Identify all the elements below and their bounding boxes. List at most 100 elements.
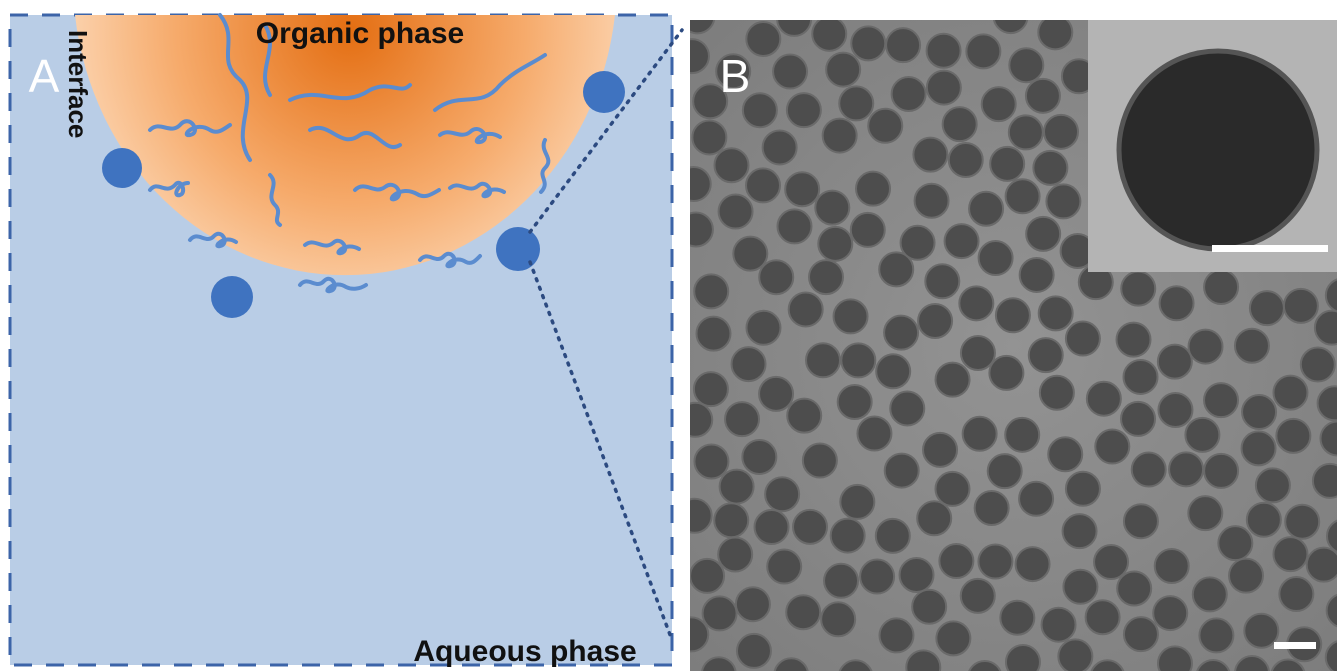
sphere xyxy=(1307,548,1337,582)
sphere xyxy=(939,544,973,578)
sphere xyxy=(733,237,767,271)
organic-phase-label: Organic phase xyxy=(256,17,464,50)
sphere xyxy=(755,510,789,544)
sphere xyxy=(913,138,947,172)
sphere xyxy=(901,226,935,260)
sphere xyxy=(990,147,1024,181)
sphere xyxy=(856,172,890,206)
panel-a: A Organic phase Interface Aqueous phase xyxy=(10,15,682,668)
sphere xyxy=(979,241,1013,275)
sphere xyxy=(1094,545,1128,579)
sphere xyxy=(851,213,885,247)
sphere xyxy=(703,596,737,630)
sphere xyxy=(694,274,728,308)
sphere xyxy=(714,148,748,182)
sphere xyxy=(988,454,1022,488)
sphere xyxy=(1066,322,1100,356)
sphere xyxy=(1256,468,1290,502)
sphere xyxy=(777,209,811,243)
sphere xyxy=(925,264,959,298)
sphere xyxy=(1153,596,1187,630)
sphere xyxy=(746,22,780,56)
sphere xyxy=(789,292,823,326)
sphere xyxy=(945,224,979,258)
sphere xyxy=(763,130,797,164)
panel-label: B xyxy=(720,50,751,102)
figure: A Organic phase Interface Aqueous phase … xyxy=(0,0,1337,671)
sphere xyxy=(949,143,983,177)
sphere xyxy=(841,343,875,377)
sphere xyxy=(831,519,865,553)
sphere xyxy=(759,260,793,294)
sphere xyxy=(1247,503,1281,537)
sphere xyxy=(1046,184,1080,218)
sphere xyxy=(1204,454,1238,488)
sphere xyxy=(963,417,997,451)
sphere xyxy=(818,227,852,261)
sphere xyxy=(826,53,860,87)
sphere xyxy=(785,172,819,206)
sphere xyxy=(840,485,874,519)
sphere xyxy=(746,168,780,202)
sphere xyxy=(1020,258,1054,292)
sphere xyxy=(690,559,724,593)
sphere xyxy=(823,119,857,153)
inset-scale-bar xyxy=(1212,245,1328,252)
sphere xyxy=(759,377,793,411)
sphere xyxy=(767,550,801,584)
sphere xyxy=(793,510,827,544)
sphere xyxy=(935,472,969,506)
sphere xyxy=(915,184,949,218)
sphere xyxy=(918,304,952,338)
sphere xyxy=(1038,15,1072,49)
sphere xyxy=(900,558,934,592)
sphere xyxy=(677,167,711,201)
sphere xyxy=(1199,618,1233,652)
panel-b: B xyxy=(674,0,1337,671)
sphere xyxy=(815,191,849,225)
sphere xyxy=(1048,437,1082,471)
sphere xyxy=(737,634,771,668)
sphere xyxy=(892,77,926,111)
sphere xyxy=(943,107,977,141)
sphere xyxy=(694,372,728,406)
sphere xyxy=(1313,464,1337,498)
sphere xyxy=(961,579,995,613)
inset-sphere xyxy=(1119,51,1317,249)
sphere xyxy=(1160,286,1194,320)
sphere xyxy=(1244,614,1278,648)
sphere xyxy=(1185,418,1219,452)
sphere xyxy=(1273,537,1307,571)
sphere xyxy=(694,444,728,478)
sphere xyxy=(1039,296,1073,330)
sphere xyxy=(1204,270,1238,304)
sphere xyxy=(777,2,811,36)
sphere xyxy=(1042,608,1076,642)
sphere xyxy=(876,519,910,553)
sphere xyxy=(969,192,1003,226)
sphere xyxy=(696,317,730,351)
panel-label: A xyxy=(29,50,60,102)
sphere xyxy=(1121,272,1155,306)
sphere xyxy=(994,0,1028,33)
sphere xyxy=(996,298,1030,332)
sphere xyxy=(1218,526,1252,560)
sphere xyxy=(989,356,1023,390)
sphere xyxy=(1026,217,1060,251)
sphere xyxy=(1006,179,1040,213)
sphere xyxy=(692,120,726,154)
sphere xyxy=(966,34,1000,68)
sphere xyxy=(765,477,799,511)
sphere xyxy=(1155,549,1189,583)
sphere xyxy=(1095,430,1129,464)
sphere xyxy=(773,55,807,89)
scale-bar xyxy=(1274,642,1316,649)
sphere xyxy=(821,602,855,636)
sphere xyxy=(1117,323,1151,357)
sphere xyxy=(975,491,1009,525)
sphere xyxy=(1242,431,1276,465)
sphere xyxy=(714,503,748,537)
sphere xyxy=(1158,393,1192,427)
sphere xyxy=(857,416,891,450)
sphere xyxy=(1009,115,1043,149)
